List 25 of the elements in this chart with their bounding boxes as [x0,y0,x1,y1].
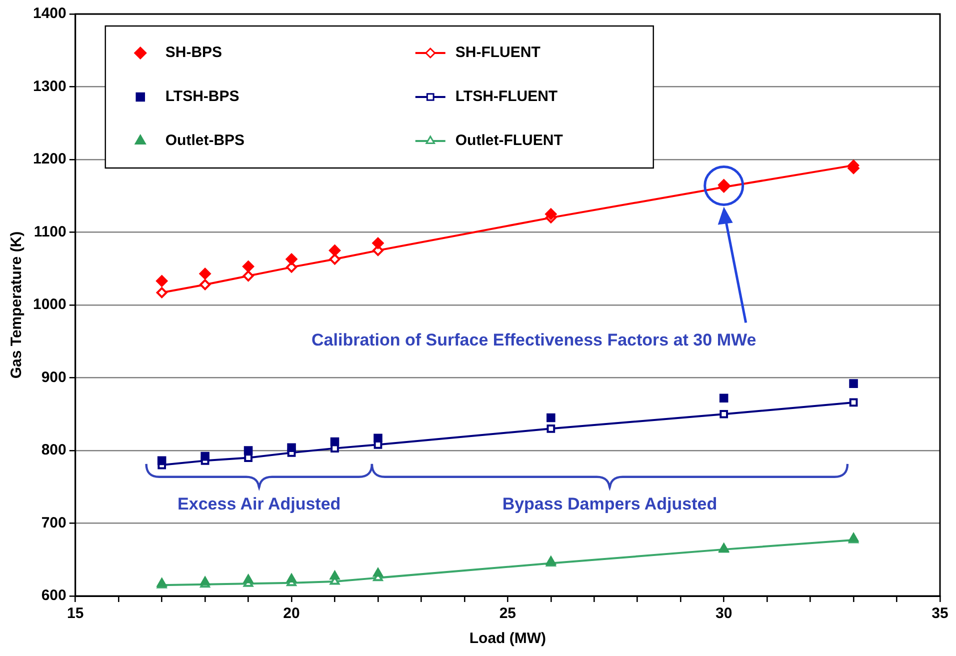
y-tick-label: 1000 [32,296,66,314]
y-axis-title: Gas Temperature (K) [8,231,26,379]
x-tick-label: 35 [932,605,948,622]
y-tick-label: 700 [41,514,66,532]
y-tick-label: 1400 [32,5,66,22]
x-tick-label: 30 [716,605,732,622]
x-tick-label: 15 [67,605,84,622]
y-tick-label: 900 [41,368,66,386]
y-tick-label: 1200 [32,150,66,168]
legend-label: SH-BPS [165,44,222,62]
legend-label: Outlet-FLUENT [455,132,563,150]
y-tick-label: 800 [41,442,66,459]
y-tick-label: 1300 [32,78,66,95]
annotation: Excess Air Adjusted [178,494,341,514]
y-tick-label: 1100 [34,223,66,240]
legend-label: Outlet-BPS [165,132,245,150]
legend-label: LTSH-BPS [165,88,240,106]
x-tick-label: 20 [283,605,300,622]
x-tick-label: 25 [499,605,516,622]
y-tick-label: 600 [41,587,66,604]
annotation: Bypass Dampers Adjusted [502,494,718,514]
legend-label: LTSH-FLUENT [455,88,558,106]
legend-label: SH-FLUENT [455,44,540,62]
annotation: Calibration of Surface Effectiveness Factors at 30 MWe [312,330,756,350]
x-axis-title: Load (MW) [469,630,546,648]
